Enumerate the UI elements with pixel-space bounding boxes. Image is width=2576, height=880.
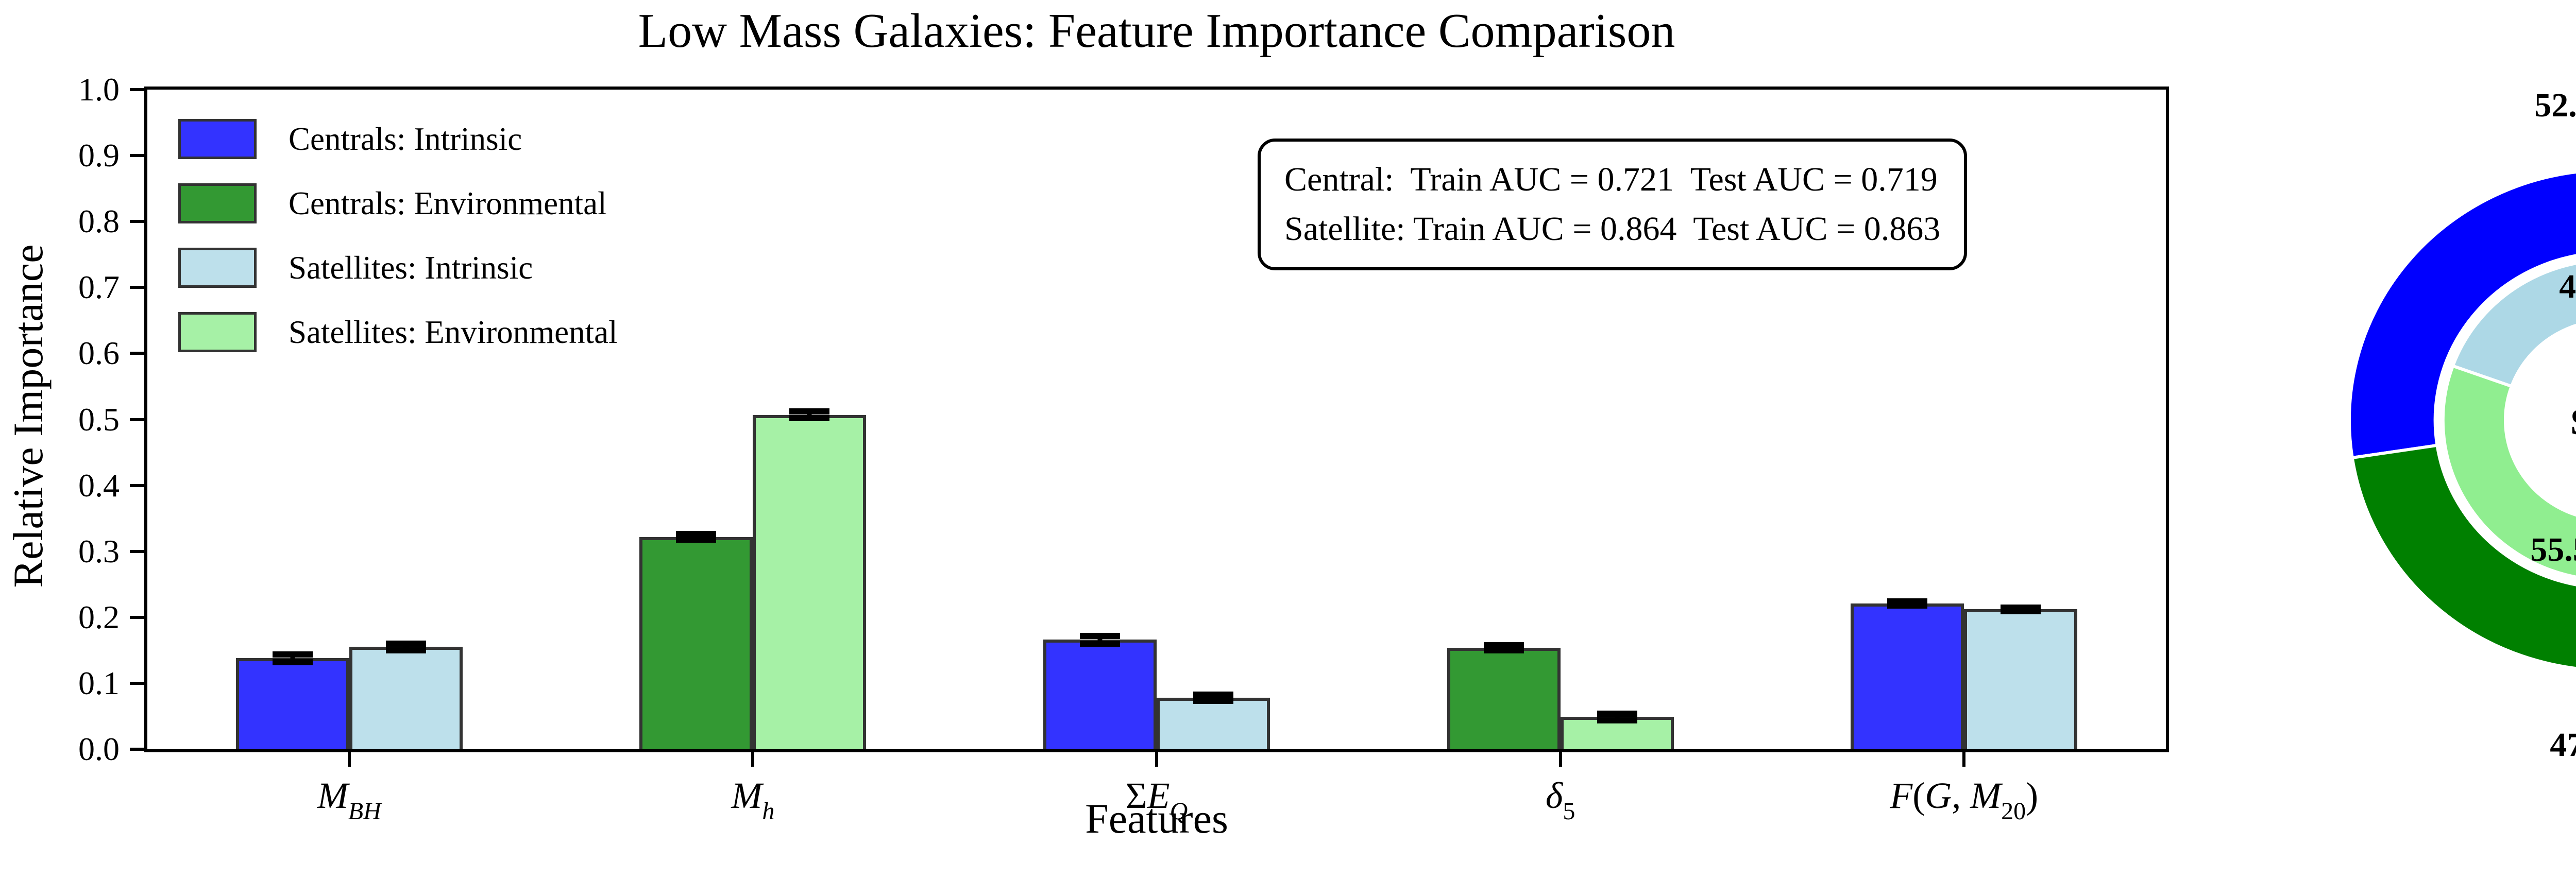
error-bar bbox=[807, 411, 812, 418]
bar-satellites-4 bbox=[1964, 609, 2078, 749]
y-tick-label: 1.0 bbox=[78, 71, 120, 108]
bar-satellites-1 bbox=[753, 415, 867, 749]
inner-pct-bottom: 55.5% bbox=[2530, 531, 2576, 568]
x-tick-mark bbox=[751, 752, 755, 767]
bar-satellites-2 bbox=[1157, 698, 1270, 749]
x-tick-mark bbox=[347, 752, 351, 767]
bar-centrals-1 bbox=[639, 537, 753, 749]
y-tick-label: 0.7 bbox=[78, 269, 120, 306]
y-tick-mark bbox=[130, 681, 144, 685]
donut-panel: 52.4% 47.6% 44.5% 55.5% Sat. Cen. bbox=[2293, 0, 2576, 880]
legend-row-0: Centrals: Intrinsic bbox=[178, 118, 522, 160]
donut-slice-inner-0 bbox=[2451, 262, 2576, 388]
legend-row-3: Satellites: Environmental bbox=[178, 312, 618, 353]
error-bar-cap bbox=[1597, 710, 1637, 717]
donut-slice-outer-1 bbox=[2350, 443, 2576, 670]
legend-swatch bbox=[178, 248, 257, 288]
bar-plot-area: 0.0 0.1 0.2 0.3 0.4 0.5 0.6 0.7 0.8 0.9 1.0 MBH Mh Σ… bbox=[78, 71, 2169, 824]
legend-swatch bbox=[178, 119, 257, 159]
bar-centrals-4 bbox=[1851, 603, 1964, 749]
outer-pct-bottom: 47.6% bbox=[2550, 726, 2576, 764]
x-tick-label: F(G, M20) bbox=[1890, 775, 2039, 825]
y-tick-label: 0.6 bbox=[78, 335, 120, 372]
bar-centrals-0 bbox=[235, 658, 349, 749]
bar-centrals-3 bbox=[1447, 647, 1561, 749]
legend-label: Centrals: Environmental bbox=[289, 185, 607, 221]
y-tick-label: 0.9 bbox=[78, 137, 120, 174]
legend-swatch bbox=[178, 312, 257, 352]
error-bar-cap bbox=[1483, 647, 1524, 653]
x-tick-label: ΣEQ bbox=[1125, 775, 1188, 825]
error-bar bbox=[1097, 635, 1103, 644]
error-bar-cap bbox=[1193, 698, 1233, 704]
legend-row-1: Centrals: Environmental bbox=[178, 183, 607, 224]
x-tick-mark bbox=[1558, 752, 1562, 767]
error-bar bbox=[1615, 713, 1620, 720]
y-tick-mark bbox=[130, 154, 144, 158]
legend-label: Centrals: Intrinsic bbox=[289, 120, 522, 157]
y-tick-mark bbox=[130, 549, 144, 553]
donut-slice-inner-1 bbox=[2441, 364, 2576, 579]
error-bar-cap bbox=[385, 647, 426, 653]
y-tick-label: 0.1 bbox=[78, 664, 120, 701]
y-tick-mark bbox=[130, 484, 144, 487]
y-tick-mark bbox=[130, 418, 144, 421]
y-tick-label: 0.2 bbox=[78, 598, 120, 635]
error-bar-cap bbox=[272, 659, 313, 665]
donut-slice-outer-0 bbox=[2348, 170, 2576, 460]
x-tick-label: δ5 bbox=[1545, 775, 1575, 825]
chart-title: Low Mass Galaxies: Feature Importance Co… bbox=[638, 4, 1675, 58]
x-tick-mark bbox=[1155, 752, 1158, 767]
legend-row-2: Satellites: Intrinsic bbox=[178, 247, 533, 288]
error-bar-cap bbox=[385, 641, 426, 647]
error-bar bbox=[403, 644, 409, 650]
x-tick-mark bbox=[1962, 752, 1966, 767]
y-tick-mark bbox=[130, 88, 144, 91]
error-bar-cap bbox=[1080, 641, 1120, 647]
legend-swatch bbox=[178, 183, 257, 223]
y-tick-mark bbox=[130, 748, 144, 751]
error-bar-cap bbox=[1483, 642, 1524, 648]
error-bar bbox=[290, 654, 295, 662]
legend-label: Satellites: Environmental bbox=[289, 314, 618, 350]
y-axis-label: Relative Importance bbox=[5, 244, 52, 588]
error-bar-cap bbox=[1887, 602, 1928, 609]
y-tick-mark bbox=[130, 615, 144, 619]
inner-pct-top: 44.5% bbox=[2559, 268, 2576, 305]
error-bar bbox=[1211, 694, 1216, 701]
y-tick-label: 0.0 bbox=[78, 731, 120, 767]
error-bar-cap bbox=[2001, 608, 2041, 615]
nested-donut-chart bbox=[2348, 170, 2576, 670]
error-bar-cap bbox=[1080, 632, 1120, 639]
error-bar-cap bbox=[272, 651, 313, 658]
bar-centrals-2 bbox=[1043, 640, 1157, 749]
bar-satellites-0 bbox=[349, 647, 463, 749]
error-bar-cap bbox=[1193, 691, 1233, 698]
y-tick-label: 0.5 bbox=[78, 401, 120, 438]
error-bar-cap bbox=[676, 536, 717, 543]
y-tick-mark bbox=[130, 352, 144, 355]
x-tick-label: Mh bbox=[731, 775, 775, 825]
error-bar-cap bbox=[676, 531, 717, 538]
y-tick-mark bbox=[130, 220, 144, 223]
error-bar-cap bbox=[1597, 717, 1637, 723]
y-tick-label: 0.4 bbox=[78, 467, 120, 504]
y-tick-label: 0.3 bbox=[78, 532, 120, 570]
inner-ring-label-sat: Sat. bbox=[2570, 401, 2576, 444]
x-tick-label: MBH bbox=[317, 775, 381, 825]
y-tick-mark bbox=[130, 286, 144, 289]
x-axis-label: Features bbox=[1085, 795, 1228, 842]
legend-label: Satellites: Intrinsic bbox=[289, 249, 533, 286]
auc-annotation-box: Central: Train AUC = 0.721 Test AUC = 0.… bbox=[1258, 139, 1968, 270]
error-bar-cap bbox=[789, 415, 830, 421]
outer-pct-top: 52.4% bbox=[2534, 87, 2576, 124]
error-bar-cap bbox=[789, 408, 830, 415]
y-tick-label: 0.8 bbox=[78, 203, 120, 240]
auc-line-satellite: Satellite: Train AUC = 0.864 Test AUC = … bbox=[1284, 210, 1941, 248]
auc-line-central: Central: Train AUC = 0.721 Test AUC = 0.… bbox=[1284, 161, 1938, 198]
